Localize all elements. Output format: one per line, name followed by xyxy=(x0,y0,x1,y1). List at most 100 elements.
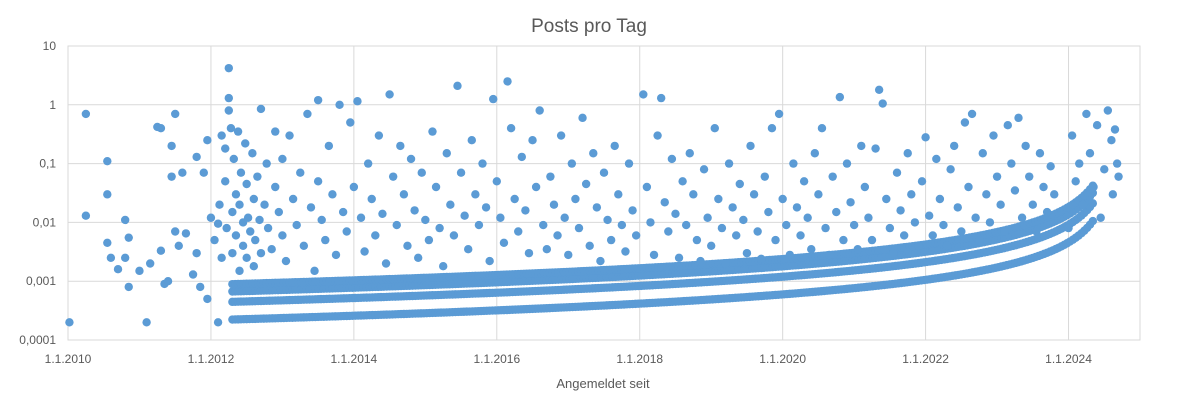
data-point xyxy=(1007,159,1016,168)
data-point xyxy=(681,220,691,230)
data-point xyxy=(206,213,216,222)
data-point xyxy=(485,256,494,266)
data-point xyxy=(1017,213,1027,222)
y-tick-label: 1 xyxy=(49,98,56,112)
data-point xyxy=(231,231,241,240)
data-point xyxy=(674,253,684,263)
data-point xyxy=(213,219,223,228)
data-point xyxy=(760,172,769,181)
data-point xyxy=(174,241,183,250)
data-point xyxy=(124,282,133,292)
data-point xyxy=(1021,141,1030,151)
data-point xyxy=(296,168,305,177)
data-point xyxy=(546,172,555,181)
data-point xyxy=(882,194,891,204)
y-tick-label: 0,001 xyxy=(26,274,56,288)
data-point xyxy=(749,190,759,199)
data-point xyxy=(256,248,266,258)
data-point xyxy=(878,99,887,108)
data-point xyxy=(803,213,812,222)
data-point xyxy=(446,200,455,209)
data-point xyxy=(467,136,476,145)
data-point xyxy=(1089,182,1098,192)
data-point xyxy=(255,215,264,225)
data-point xyxy=(892,168,902,177)
data-point xyxy=(671,209,680,219)
data-point xyxy=(699,165,709,174)
data-point xyxy=(278,231,287,240)
data-point xyxy=(967,109,977,119)
data-point xyxy=(889,248,898,258)
data-point xyxy=(335,100,344,110)
data-point xyxy=(1103,106,1113,115)
data-point xyxy=(313,177,323,186)
data-point xyxy=(442,149,451,158)
data-point xyxy=(303,109,312,119)
data-point xyxy=(1050,190,1059,199)
data-point xyxy=(499,238,509,247)
data-point xyxy=(1028,200,1038,209)
data-point xyxy=(356,213,366,222)
data-point xyxy=(156,123,166,133)
data-point xyxy=(413,253,423,263)
data-point xyxy=(571,194,580,204)
data-point xyxy=(248,149,257,158)
data-point xyxy=(921,133,930,142)
data-point xyxy=(1046,162,1055,171)
data-point xyxy=(985,218,995,227)
data-point xyxy=(606,235,616,245)
gridlines xyxy=(67,45,1141,341)
data-point xyxy=(406,154,416,164)
data-point xyxy=(924,211,934,220)
data-point xyxy=(631,231,641,240)
data-point xyxy=(224,63,233,73)
data-point xyxy=(1032,227,1041,236)
data-point xyxy=(549,200,559,209)
data-point xyxy=(349,182,359,192)
data-point xyxy=(228,248,237,258)
y-tick-label: 0,1 xyxy=(39,157,56,171)
data-point xyxy=(846,198,855,207)
data-point xyxy=(346,118,355,127)
data-point xyxy=(653,131,662,140)
x-axis-label: Angemeldet seit xyxy=(556,376,650,391)
data-point xyxy=(178,168,187,177)
data-point xyxy=(589,149,598,158)
data-point xyxy=(799,177,809,186)
data-point xyxy=(721,259,730,268)
data-point xyxy=(135,266,144,276)
data-point xyxy=(210,235,219,245)
data-point xyxy=(241,139,250,148)
data-point xyxy=(685,149,694,158)
data-point xyxy=(1078,200,1088,209)
data-point xyxy=(381,259,391,268)
data-point xyxy=(196,282,205,292)
data-point xyxy=(331,250,341,260)
data-point xyxy=(864,213,873,222)
data-point xyxy=(217,131,226,140)
data-point xyxy=(649,250,659,260)
data-point xyxy=(236,168,246,177)
data-point xyxy=(732,231,741,240)
data-point xyxy=(960,118,970,127)
data-point xyxy=(171,109,180,119)
data-point xyxy=(1112,159,1122,168)
data-point xyxy=(614,190,623,199)
data-point xyxy=(378,209,387,219)
x-tick-label: 1.1.2012 xyxy=(188,352,235,366)
data-point xyxy=(299,241,309,250)
data-point xyxy=(835,92,845,102)
data-point xyxy=(746,141,755,151)
data-points xyxy=(65,63,1123,327)
data-point xyxy=(474,220,484,230)
data-point xyxy=(717,223,727,233)
data-point xyxy=(592,203,602,212)
data-point xyxy=(260,200,269,209)
data-point xyxy=(243,213,253,222)
y-axis-ticks: 10 1 0,1 0,01 0,001 0,0001 xyxy=(19,39,56,347)
data-point xyxy=(460,211,469,220)
data-point xyxy=(271,127,280,136)
data-point xyxy=(224,93,233,103)
data-point xyxy=(767,123,777,133)
